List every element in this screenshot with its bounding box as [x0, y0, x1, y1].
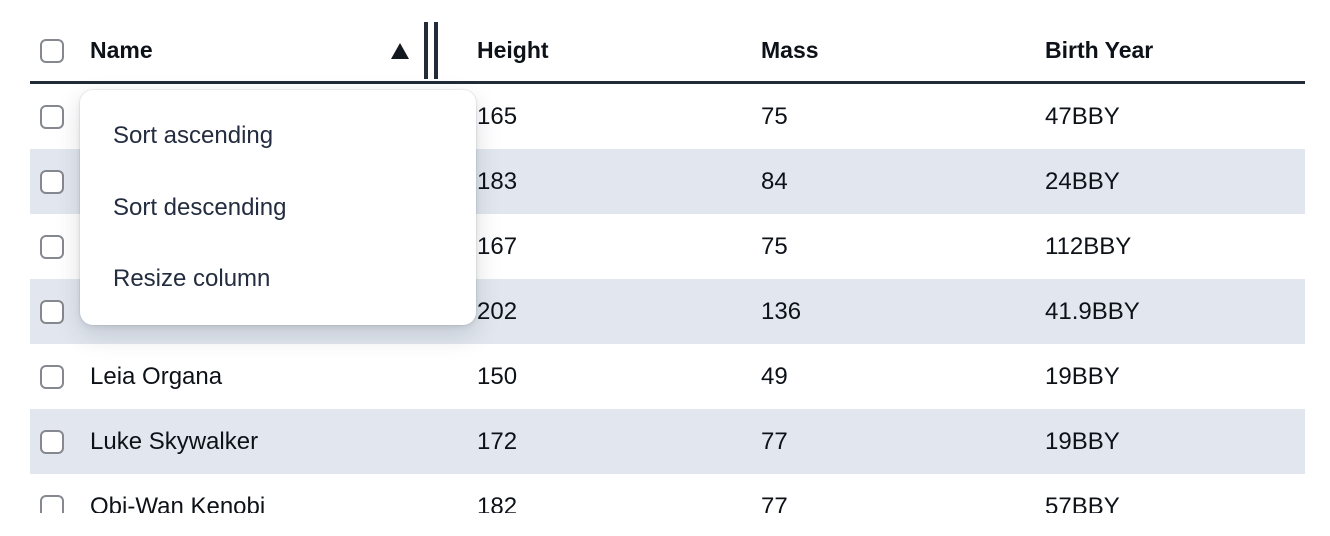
cell-name: Luke Skywalker [90, 427, 259, 455]
resize-bar-right [434, 22, 438, 79]
cell-mass: 84 [761, 167, 788, 195]
cell-mass: 77 [761, 427, 788, 455]
row-checkbox[interactable] [40, 299, 64, 324]
cell-name: Leia Organa [90, 362, 223, 390]
cell-birth-year: 19BBY [1045, 427, 1120, 455]
column-context-menu: Sort ascending Sort descending Resize co… [80, 90, 476, 325]
cell-height: 202 [477, 297, 518, 325]
cell-mass: 49 [761, 362, 788, 390]
cell-birth-year: 112BBY [1045, 232, 1132, 260]
row-checkbox[interactable] [40, 234, 64, 259]
column-header-mass[interactable]: Mass [761, 37, 819, 63]
cell-mass: 75 [761, 232, 788, 260]
table-header-row: Name Height Mass Birth Year [30, 20, 1305, 84]
cell-birth-year: 24BBY [1045, 167, 1120, 195]
header-checkbox-cell [30, 38, 90, 63]
resize-bar-left [424, 22, 428, 79]
cell-mass: 77 [761, 492, 788, 514]
cell-birth-year: 41.9BBY [1045, 297, 1140, 325]
table-row: Luke Skywalker 172 77 19BBY [30, 409, 1305, 474]
cell-mass: 75 [761, 102, 788, 130]
row-checkbox[interactable] [40, 429, 64, 454]
menu-item-sort-ascending[interactable]: Sort ascending [113, 121, 274, 149]
column-header-name[interactable]: Name [90, 20, 477, 81]
cell-birth-year: 19BBY [1045, 362, 1120, 390]
menu-item-sort-descending[interactable]: Sort descending [113, 193, 287, 221]
column-header-height[interactable]: Height [477, 37, 549, 63]
cell-height: 182 [477, 492, 518, 514]
cell-name: Obi-Wan Kenobi [90, 492, 266, 514]
row-checkbox[interactable] [40, 364, 64, 389]
row-checkbox[interactable] [40, 104, 64, 129]
column-header-birth-year[interactable]: Birth Year [1045, 37, 1154, 63]
table-row: 167 75 112BBY [30, 214, 1305, 279]
cell-height: 165 [477, 102, 518, 130]
cell-height: 172 [477, 427, 518, 455]
table-row: 165 75 47BBY [30, 84, 1305, 149]
column-header-name-label: Name [90, 37, 153, 63]
cell-height: 150 [477, 362, 518, 390]
select-all-checkbox[interactable] [40, 38, 64, 63]
row-checkbox[interactable] [40, 169, 64, 194]
cell-height: 167 [477, 232, 518, 260]
column-resize-handle-icon[interactable] [424, 22, 438, 79]
menu-item-resize-column[interactable]: Resize column [113, 265, 271, 293]
cell-height: 183 [477, 167, 518, 195]
cell-birth-year: 57BBY [1045, 492, 1120, 514]
cell-birth-year: 47BBY [1045, 102, 1120, 130]
table-row: 202 136 41.9BBY [30, 279, 1305, 344]
row-checkbox[interactable] [40, 494, 64, 513]
cell-mass: 136 [761, 297, 802, 325]
data-table: Name Height Mass Birth Year 165 75 47BBY… [30, 20, 1305, 513]
table-row: Leia Organa 150 49 19BBY [30, 344, 1305, 409]
sort-ascending-icon [391, 42, 409, 59]
table-row: Obi-Wan Kenobi 182 77 57BBY [30, 474, 1305, 513]
